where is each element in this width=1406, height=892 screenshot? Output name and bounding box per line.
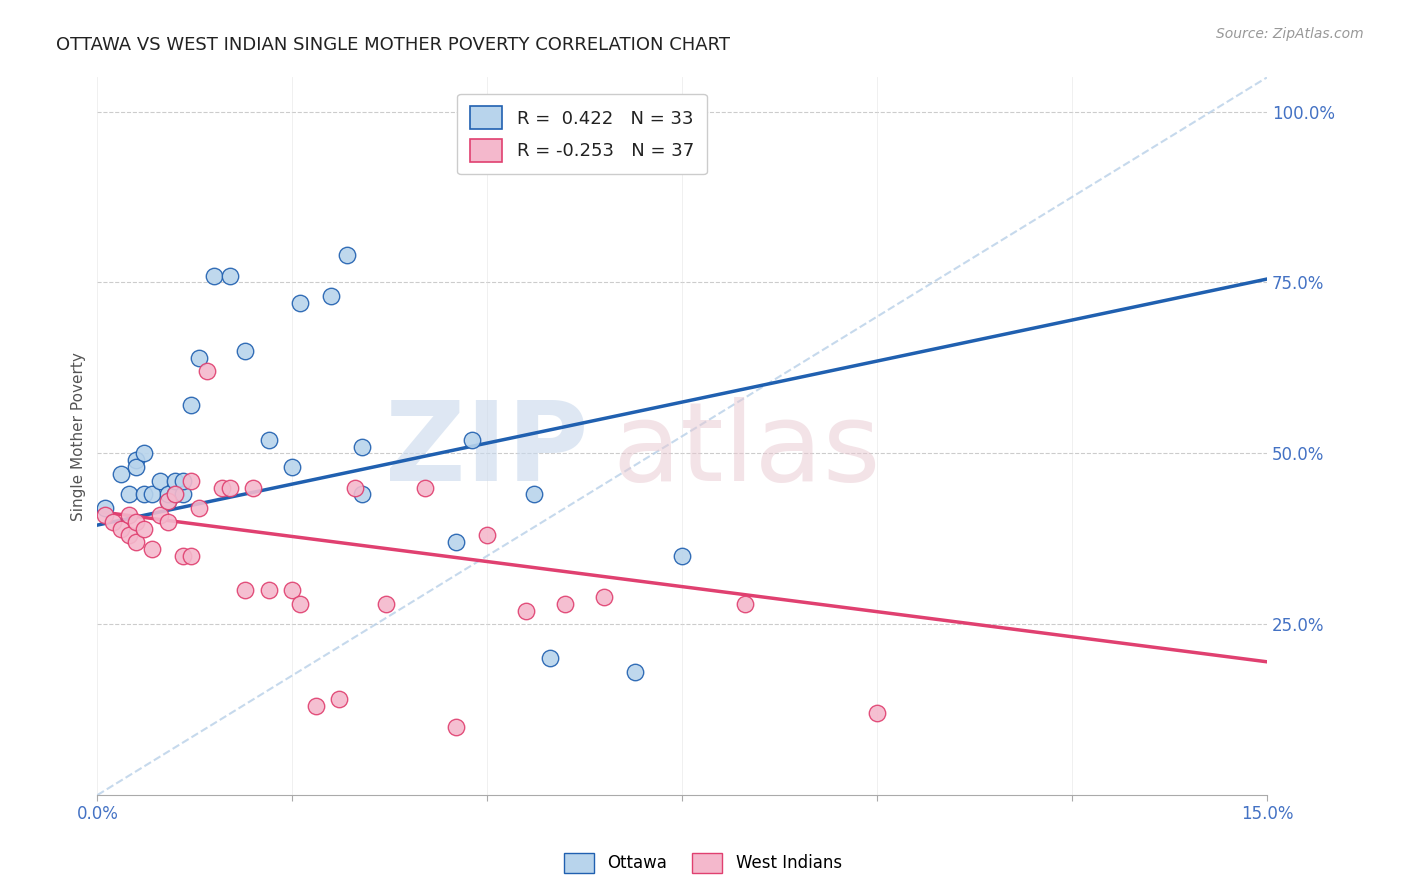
Point (515, 603, 537, 617)
Legend: Ottawa, West Indians: Ottawa, West Indians (558, 847, 848, 880)
Point (125, 460, 148, 475)
Point (554, 597, 576, 611)
Point (110, 467, 132, 481)
Point (242, 481, 264, 495)
Point (125, 453, 148, 467)
Point (374, 597, 396, 611)
Point (288, 296, 311, 310)
Point (624, 665, 647, 679)
Point (110, 522, 132, 536)
Point (866, 706, 889, 720)
Point (117, 487, 139, 501)
Point (257, 582, 280, 597)
Point (125, 535, 148, 549)
Point (671, 549, 693, 563)
Point (156, 494, 179, 508)
Point (257, 433, 280, 447)
Point (156, 494, 179, 508)
Point (101, 515, 124, 529)
Point (172, 487, 194, 501)
Point (187, 501, 209, 516)
Point (444, 720, 467, 734)
Y-axis label: Single Mother Poverty: Single Mother Poverty (72, 351, 86, 521)
Point (477, 528, 499, 542)
Point (165, 487, 187, 501)
Point (538, 651, 561, 665)
Point (352, 440, 374, 454)
Point (336, 248, 359, 262)
Point (165, 474, 187, 488)
Point (117, 528, 139, 542)
Point (734, 597, 756, 611)
Point (211, 481, 233, 495)
Point (94, 508, 117, 522)
Text: ZIP: ZIP (385, 397, 589, 504)
Point (134, 446, 156, 460)
Point (460, 433, 482, 447)
Point (352, 487, 374, 501)
Text: atlas: atlas (612, 397, 880, 504)
Point (281, 460, 304, 475)
Point (343, 481, 366, 495)
Point (219, 481, 242, 495)
Point (444, 535, 467, 549)
Point (125, 515, 148, 529)
Point (180, 549, 202, 563)
Point (195, 364, 218, 378)
Point (219, 268, 242, 283)
Point (172, 474, 194, 488)
Point (149, 508, 172, 522)
Point (156, 487, 179, 501)
Point (321, 289, 343, 303)
Point (235, 582, 257, 597)
Point (94, 501, 117, 516)
Text: Source: ZipAtlas.com: Source: ZipAtlas.com (1216, 27, 1364, 41)
Text: OTTAWA VS WEST INDIAN SINGLE MOTHER POVERTY CORRELATION CHART: OTTAWA VS WEST INDIAN SINGLE MOTHER POVE… (56, 36, 730, 54)
Point (141, 541, 163, 556)
Point (288, 597, 311, 611)
Point (593, 590, 616, 604)
Point (117, 508, 139, 522)
Point (328, 692, 350, 706)
Point (141, 487, 163, 501)
Point (165, 487, 187, 501)
Point (134, 522, 156, 536)
Point (180, 399, 202, 413)
Point (134, 487, 156, 501)
Point (172, 549, 194, 563)
Point (305, 699, 328, 714)
Point (281, 582, 304, 597)
Point (235, 343, 257, 358)
Point (156, 515, 179, 529)
Legend: R =  0.422   N = 33, R = -0.253   N = 37: R = 0.422 N = 33, R = -0.253 N = 37 (457, 94, 707, 174)
Point (180, 474, 202, 488)
Point (187, 351, 209, 365)
Point (413, 481, 436, 495)
Point (523, 487, 546, 501)
Point (202, 268, 225, 283)
Point (149, 474, 172, 488)
